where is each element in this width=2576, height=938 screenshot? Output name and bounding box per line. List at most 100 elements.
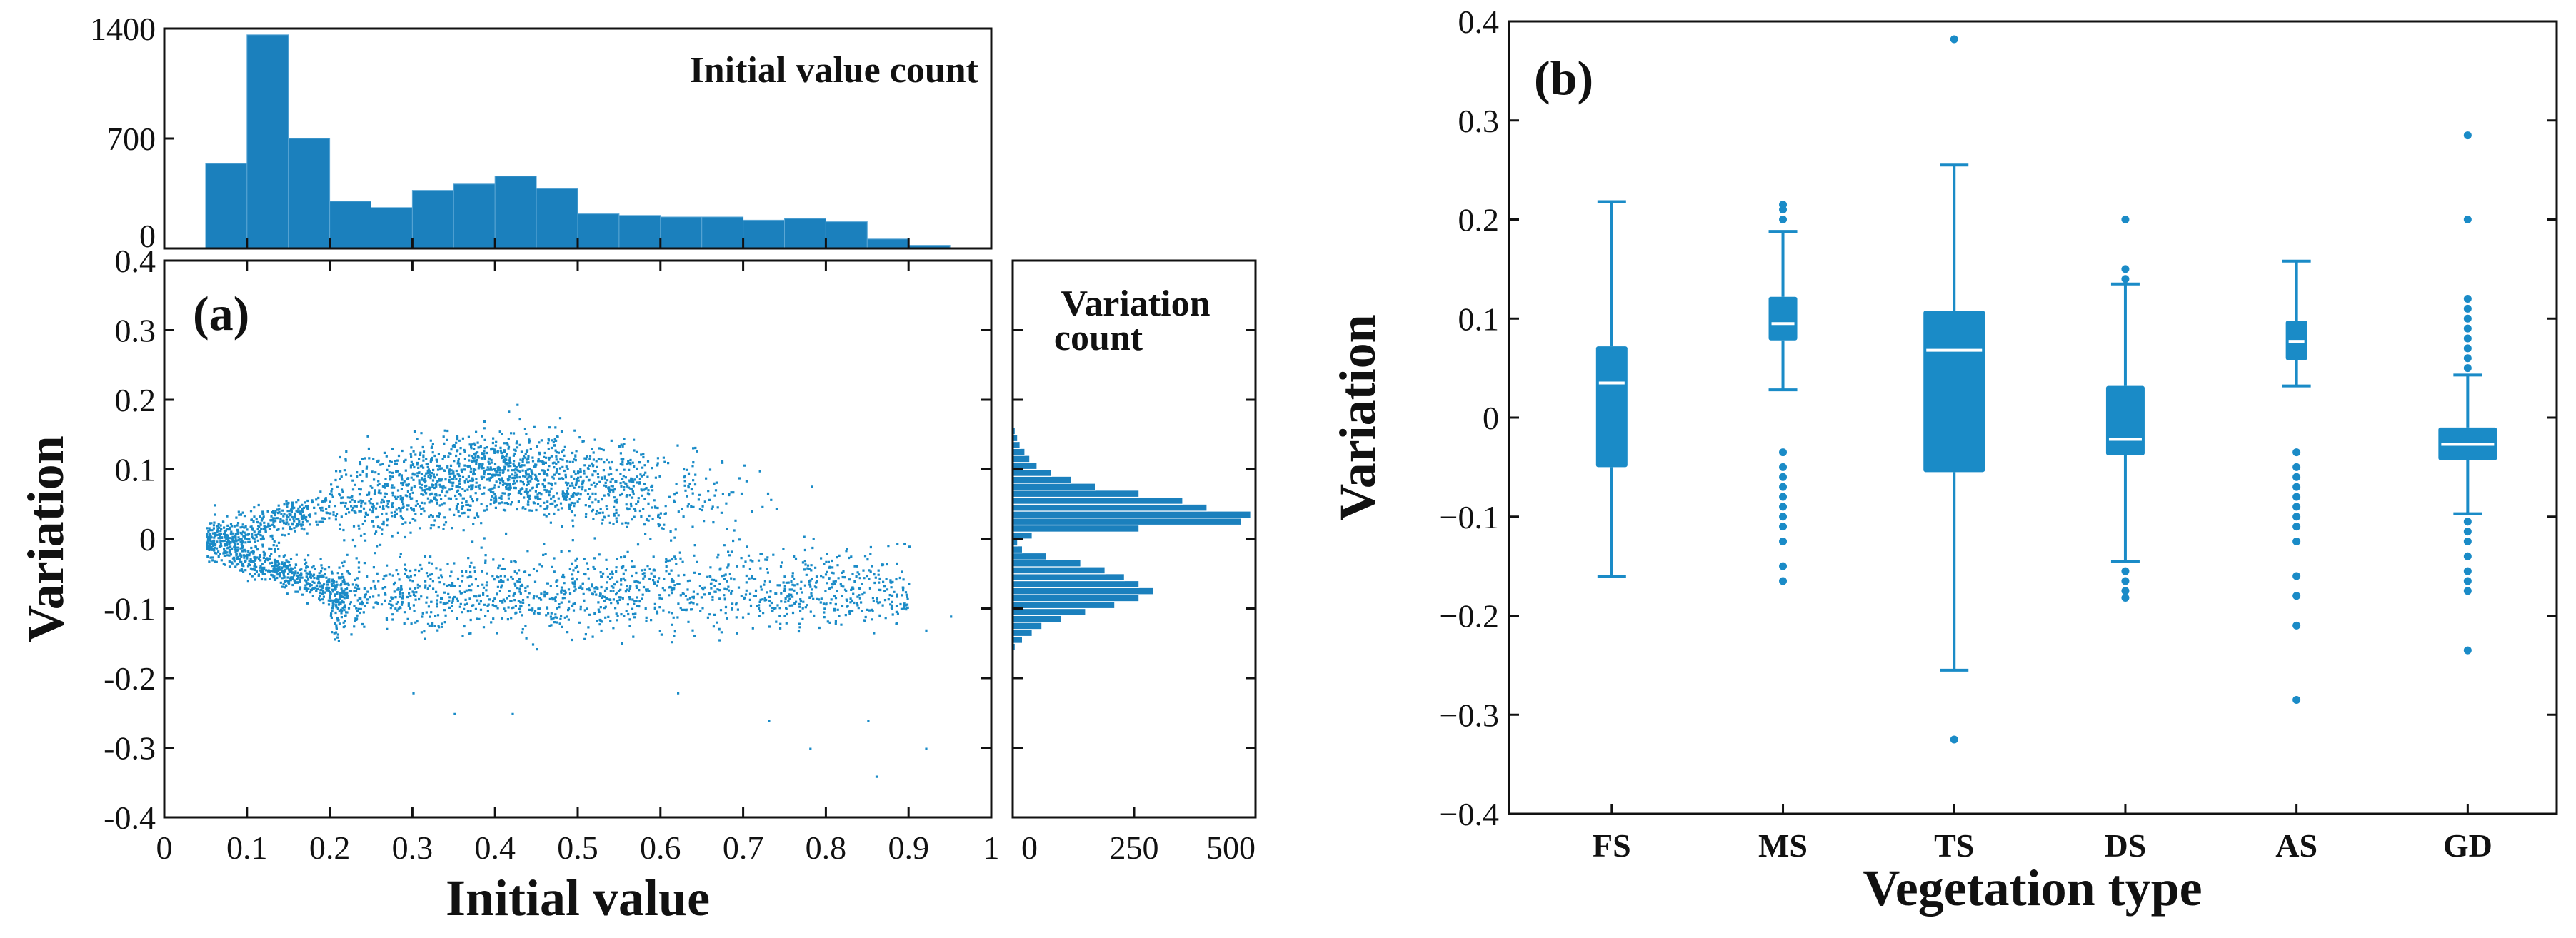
initial-value-histogram-bar <box>329 201 372 249</box>
scatter-x-tick-label: 0.8 <box>806 829 847 866</box>
box-outlier <box>2121 265 2130 273</box>
box-outlier <box>2463 314 2472 323</box>
scatter-points <box>206 403 953 778</box>
box-outlier <box>2292 695 2301 704</box>
variation-histogram-title-line2: count <box>1054 318 1143 358</box>
variation-histogram-bar <box>1012 629 1033 637</box>
scatter-x-tick-label: 0.2 <box>309 829 351 866</box>
scatter-y-tick-label: -0.2 <box>104 660 156 697</box>
box-outlier <box>2292 493 2301 501</box>
scatter-y-tick-label: 0.2 <box>115 382 156 418</box>
variation-histogram-bar <box>1012 475 1072 484</box>
variation-histogram-bar <box>1012 552 1048 560</box>
box-outlier <box>2292 572 2301 580</box>
box-outlier <box>2121 577 2130 585</box>
initial-value-histogram-bar <box>784 218 826 249</box>
box-y-tick-label: 0.2 <box>1458 202 1500 238</box>
variation-histogram-x-tick-label: 0 <box>1021 829 1038 866</box>
initial-value-histogram-bar <box>246 34 289 249</box>
initial-value-histogram-bar <box>371 207 413 249</box>
box-y-tick-label: −0.3 <box>1440 697 1499 733</box>
scatter-plot: -0.4 -0.3 -0.2 -0.1 0 0.1 0.2 0.3 0.4 0 0.1 0.2 0.3… <box>17 243 1000 927</box>
initial-value-histogram-y-tick-label: 0 <box>139 218 156 254</box>
box-y-tick-label: −0.2 <box>1440 598 1499 635</box>
box-outlier <box>2292 621 2301 630</box>
variation-histogram-x-tick-label: 250 <box>1110 829 1159 866</box>
box-outlier <box>2292 463 2301 471</box>
box-outlier <box>2121 567 2130 575</box>
box-outlier <box>2292 523 2301 531</box>
box-outlier <box>2463 646 2472 655</box>
initial-value-histogram-bar <box>494 176 537 249</box>
box-outlier <box>1779 493 1788 501</box>
box-outlier <box>2463 334 2472 343</box>
initial-value-histogram-bar <box>743 219 785 249</box>
initial-value-histogram-bar <box>660 216 703 249</box>
box-x-tick-label: AS <box>2275 827 2317 864</box>
initial-value-histogram-title: Initial value count <box>690 50 979 91</box>
scatter-x-axis-label: Initial value <box>446 869 710 927</box>
variation-histogram-bar <box>1012 635 1023 644</box>
box-x-tick-label: TS <box>1934 827 1974 864</box>
box-outlier <box>1950 35 1958 44</box>
box-outlier <box>2463 552 2472 560</box>
box-x-tick-label: MS <box>1758 827 1808 864</box>
variation-histogram-bar <box>1012 483 1096 491</box>
box-outlier <box>2463 354 2472 363</box>
scatter-x-tick-label: 0.6 <box>640 829 681 866</box>
box-plot-frame <box>1508 20 2558 815</box>
scatter-y-tick-label: 0 <box>139 521 156 558</box>
scatter-y-tick-label: 0.1 <box>115 452 156 488</box>
box-outlier <box>1779 201 1788 209</box>
box-y-tick-label: 0.4 <box>1458 4 1500 40</box>
box-outlier <box>2121 216 2130 223</box>
box-outlier <box>1779 562 1788 570</box>
box-y-tick-label: 0.1 <box>1458 301 1500 337</box>
box-as <box>2282 259 2311 704</box>
box-outlier <box>2292 448 2301 457</box>
initial-value-histogram-bar <box>411 190 454 249</box>
box-outlier <box>1950 735 1958 744</box>
box-outlier <box>2463 364 2472 373</box>
box-outlier <box>2463 567 2472 575</box>
variation-histogram-bar <box>1012 622 1043 630</box>
box-outlier <box>2463 518 2472 526</box>
box-outlier <box>2292 592 2301 600</box>
box-gd <box>2438 131 2497 655</box>
box-outlier <box>1779 513 1788 521</box>
box-plot: −0.4 −0.3 −0.2 −0.1 0 0.1 0.2 0.3 0.4 FS MS TS DS AS… <box>1329 4 2558 917</box>
scatter-x-tick-label: 0.1 <box>226 829 268 866</box>
box-outlier <box>1779 463 1788 471</box>
box-outlier <box>2121 594 2130 602</box>
scatter-x-tick-label: 0.9 <box>888 829 929 866</box>
box-iqr <box>1768 296 1798 341</box>
initial-value-histogram-bar <box>701 216 744 249</box>
initial-value-histogram-bar <box>205 163 248 249</box>
variation-histogram-bar <box>1012 580 1140 588</box>
scatter-x-tick-label: 0 <box>156 829 173 866</box>
variation-histogram-bar <box>1012 559 1081 568</box>
box-y-axis-label: Variation <box>1329 314 1386 520</box>
box-iqr <box>1595 346 1628 468</box>
variation-histogram-x-tick-label: 500 <box>1206 829 1256 866</box>
box-fs <box>1595 200 1628 578</box>
scatter-x-tick-label: 0.7 <box>723 829 764 866</box>
box-x-axis-label: Vegetation type <box>1863 859 2202 917</box>
variation-histogram-bar <box>1012 601 1116 610</box>
box-outlier <box>1779 473 1788 481</box>
box-outlier <box>2463 216 2472 223</box>
box-outlier <box>2463 344 2472 353</box>
initial-value-histogram-bar <box>453 183 496 249</box>
box-ts <box>1923 35 1985 744</box>
box-outlier <box>2121 587 2130 595</box>
variation-histogram-bar <box>1012 510 1251 519</box>
box-x-tick-label: DS <box>2105 827 2147 864</box>
scatter-x-tick-label: 0.5 <box>557 829 598 866</box>
box-ds <box>2105 216 2145 602</box>
box-outlier <box>2463 587 2472 595</box>
scatter-x-tick-label: 1 <box>983 829 1000 866</box>
variation-histogram-bar <box>1012 615 1062 623</box>
variation-histogram: 0 250 500 Variation count <box>1011 259 1257 866</box>
variation-histogram-title-line1: Variation <box>1061 283 1211 324</box>
box-outlier <box>2292 513 2301 521</box>
